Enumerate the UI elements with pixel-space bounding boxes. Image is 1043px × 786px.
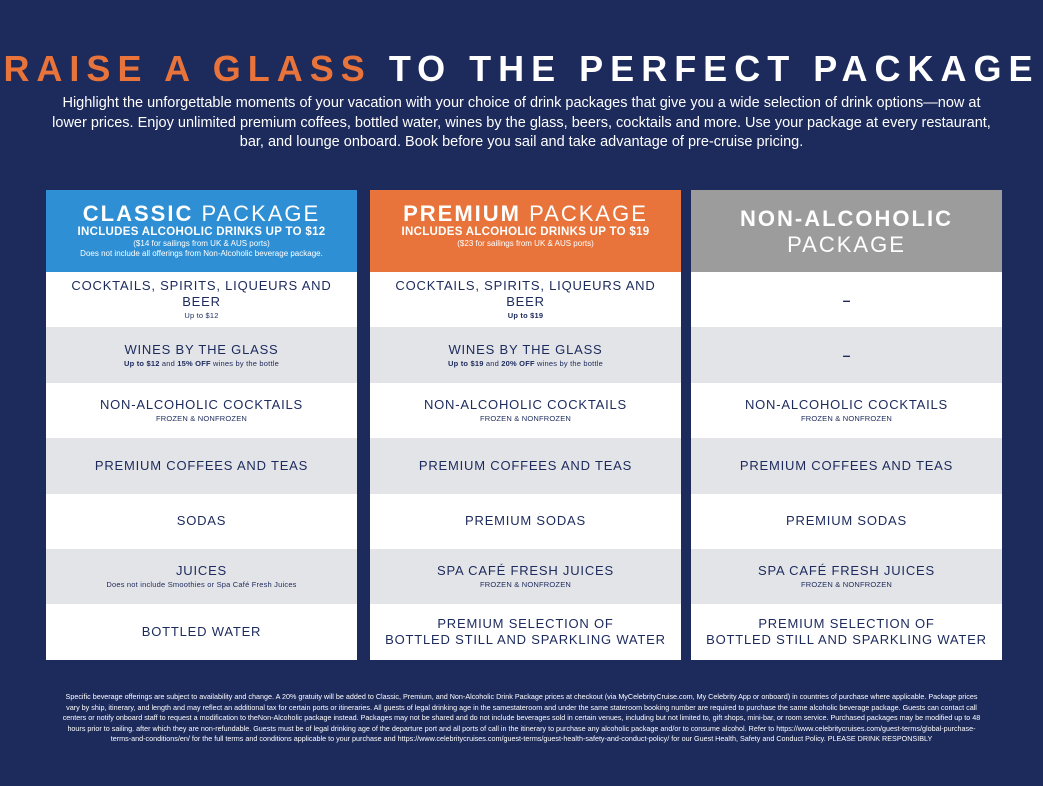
premium-package-title: PREMIUM PACKAGE xyxy=(370,202,681,226)
row-label: COCKTAILS, SPIRITS, LIQUEURS AND BEER xyxy=(395,278,656,310)
premium-package-card: PREMIUM PACKAGE INCLUDES ALCOHOLIC DRINK… xyxy=(370,190,681,660)
nonalcoholic-row-cocktails: – xyxy=(691,272,1002,327)
headline-accent: RAISE A GLASS xyxy=(3,48,372,89)
classic-row-juices: JUICES Does not include Smoothies or Spa… xyxy=(46,548,357,605)
classic-title-light: PACKAGE xyxy=(201,201,321,226)
row-note-text: and xyxy=(159,358,178,368)
nonalcoholic-row-nonalc-cocktails: NON-ALCOHOLIC COCKTAILS FROZEN & NONFROZ… xyxy=(691,383,1002,438)
premium-title-light: PACKAGE xyxy=(529,201,648,226)
row-label: COCKTAILS, SPIRITS, LIQUEURS AND BEER xyxy=(71,278,332,310)
row-note-bold: 15% OFF xyxy=(177,358,211,368)
fine-print: Specific beverage offerings are subject … xyxy=(62,692,981,744)
row-note-bold: Up to $12 xyxy=(124,358,160,368)
row-note-text: wines by the bottle xyxy=(210,358,279,368)
classic-row-wines: WINES BY THE GLASS Up to $12 and 15% OFF… xyxy=(46,327,357,383)
intro-paragraph: Highlight the unforgettable moments of y… xyxy=(52,95,991,150)
row-note: FROZEN & NONFROZEN xyxy=(800,580,893,590)
classic-row-cocktails: COCKTAILS, SPIRITS, LIQUEURS AND BEER Up… xyxy=(46,272,357,327)
classic-title-bold: CLASSIC xyxy=(82,201,194,226)
row-label: BOTTLED STILL AND SPARKLING WATER xyxy=(385,632,666,648)
classic-package-card: CLASSIC PACKAGE INCLUDES ALCOHOLIC DRINK… xyxy=(46,190,357,660)
row-label: NON-ALCOHOLIC COCKTAILS xyxy=(423,396,628,412)
row-note: Up to $12 xyxy=(184,311,219,321)
nonalcoholic-row-water: PREMIUM SELECTION OF BOTTLED STILL AND S… xyxy=(691,604,1002,659)
premium-subtitle: INCLUDES ALCOHOLIC DRINKS UP TO $19 xyxy=(401,226,650,238)
classic-row-water: BOTTLED WATER xyxy=(46,604,357,659)
row-label: PREMIUM COFFEES AND TEAS xyxy=(418,457,633,473)
premium-row-sodas: PREMIUM SODAS xyxy=(370,494,681,549)
classic-row-nonalc-cocktails: NON-ALCOHOLIC COCKTAILS FROZEN & NONFROZ… xyxy=(46,383,357,438)
nonalcoholic-package-header: NON-ALCOHOLIC PACKAGE xyxy=(691,190,1002,272)
classic-package-header: CLASSIC PACKAGE INCLUDES ALCOHOLIC DRINK… xyxy=(46,190,357,272)
premium-row-wines: WINES BY THE GLASS Up to $19 and 20% OFF… xyxy=(370,327,681,383)
row-label: BOTTLED WATER xyxy=(141,624,262,640)
premium-row-water: PREMIUM SELECTION OF BOTTLED STILL AND S… xyxy=(370,604,681,659)
row-note: Does not include Smoothies or Spa Café F… xyxy=(106,580,297,590)
row-label: SPA CAFÉ FRESH JUICES xyxy=(758,563,935,579)
row-note-text: wines by the bottle xyxy=(534,358,603,368)
row-note: FROZEN & NONFROZEN xyxy=(479,580,572,590)
nonalcoholic-row-coffees: PREMIUM COFFEES AND TEAS xyxy=(691,438,1002,494)
row-label: PREMIUM SELECTION OF xyxy=(758,616,935,632)
premium-row-nonalc-cocktails: NON-ALCOHOLIC COCKTAILS FROZEN & NONFROZ… xyxy=(370,383,681,438)
row-label: PREMIUM SODAS xyxy=(465,513,586,529)
nonalcoholic-title-line-2: PACKAGE xyxy=(787,232,906,257)
row-note: FROZEN & NONFROZEN xyxy=(155,413,248,423)
premium-note-1: ($23 for sailings from UK & AUS ports) xyxy=(457,239,594,248)
row-label: SPA CAFÉ FRESH JUICES xyxy=(437,563,614,579)
row-dash: – xyxy=(842,291,851,308)
classic-note-1: ($14 for sailings from UK & AUS ports) xyxy=(133,239,270,248)
classic-package-title: CLASSIC PACKAGE xyxy=(46,202,357,226)
nonalcoholic-row-sodas: PREMIUM SODAS xyxy=(691,494,1002,549)
row-note: FROZEN & NONFROZEN xyxy=(800,413,893,423)
row-note: Up to $19 xyxy=(508,311,544,321)
nonalcoholic-package-card: NON-ALCOHOLIC PACKAGE – – NON-ALCOHOLIC … xyxy=(691,190,1002,660)
classic-note-2: Does not include all offerings from Non-… xyxy=(80,249,323,258)
headline-main: TO THE PERFECT PACKAGE xyxy=(388,48,1040,89)
row-note-text: and xyxy=(483,358,502,368)
row-label: NON-ALCOHOLIC COCKTAILS xyxy=(744,396,949,412)
row-note-bold: 20% OFF xyxy=(501,358,535,368)
row-label: SODAS xyxy=(176,513,227,529)
row-label: PREMIUM COFFEES AND TEAS xyxy=(739,457,954,473)
row-label: PREMIUM COFFEES AND TEAS xyxy=(94,457,309,473)
row-label: PREMIUM SELECTION OF xyxy=(437,616,614,632)
nonalcoholic-row-juices: SPA CAFÉ FRESH JUICES FROZEN & NONFROZEN xyxy=(691,548,1002,605)
classic-subtitle: INCLUDES ALCOHOLIC DRINKS UP TO $12 xyxy=(77,226,326,238)
classic-row-sodas: SODAS xyxy=(46,494,357,549)
premium-title-bold: PREMIUM xyxy=(403,201,521,226)
premium-row-juices: SPA CAFÉ FRESH JUICES FROZEN & NONFROZEN xyxy=(370,548,681,605)
premium-row-coffees: PREMIUM COFFEES AND TEAS xyxy=(370,438,681,494)
row-note-bold: Up to $19 xyxy=(448,358,484,368)
row-dash: – xyxy=(842,347,851,364)
nonalcoholic-row-wines: – xyxy=(691,327,1002,383)
row-note: FROZEN & NONFROZEN xyxy=(479,413,572,423)
row-label: BOTTLED STILL AND SPARKLING WATER xyxy=(706,632,987,648)
row-note-bold: Up to $19 xyxy=(507,311,544,321)
row-label: WINES BY THE GLASS xyxy=(448,341,603,357)
classic-row-coffees: PREMIUM COFFEES AND TEAS xyxy=(46,438,357,494)
row-note: Up to $19 and 20% OFF wines by the bottl… xyxy=(448,359,603,369)
nonalcoholic-title-line-1: NON-ALCOHOLIC xyxy=(740,206,953,231)
row-note: Up to $12 and 15% OFF wines by the bottl… xyxy=(124,359,279,369)
page-headline: RAISE A GLASS TO THE PERFECT PACKAGE xyxy=(0,48,1043,90)
row-label: JUICES xyxy=(175,563,228,579)
row-label: WINES BY THE GLASS xyxy=(124,341,279,357)
premium-row-cocktails: COCKTAILS, SPIRITS, LIQUEURS AND BEER Up… xyxy=(370,272,681,327)
premium-package-header: PREMIUM PACKAGE INCLUDES ALCOHOLIC DRINK… xyxy=(370,190,681,272)
row-label: PREMIUM SODAS xyxy=(786,513,907,529)
row-label: NON-ALCOHOLIC COCKTAILS xyxy=(99,396,304,412)
